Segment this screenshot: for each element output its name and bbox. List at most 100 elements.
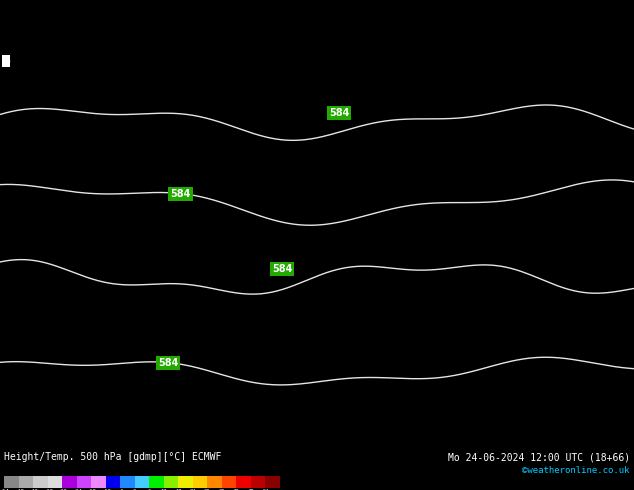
Text: 9: 9 [398,242,402,251]
Text: 9: 9 [396,270,401,279]
Text: 5: 5 [117,269,121,278]
Text: 9: 9 [547,250,551,259]
Text: 9: 9 [273,24,278,33]
Text: 9: 9 [299,128,304,137]
Text: 9: 9 [552,45,557,54]
Text: 9: 9 [299,290,303,299]
Text: 8: 8 [604,364,609,372]
Text: 8: 8 [384,54,388,63]
Text: 9: 9 [215,365,220,374]
Text: 9: 9 [443,82,448,91]
Text: 1: 1 [71,270,75,280]
Text: 4: 4 [176,355,181,364]
Text: 9: 9 [417,288,421,297]
Text: 9: 9 [623,271,628,280]
Text: 9: 9 [351,204,356,213]
Text: 4: 4 [181,92,186,100]
Text: 9: 9 [403,242,407,251]
Text: 1: 1 [124,195,128,204]
Text: 1: 1 [110,119,115,127]
Text: 1: 1 [124,213,129,222]
Text: 9: 9 [519,325,524,334]
Text: 5: 5 [7,270,11,278]
Text: 9: 9 [461,288,465,297]
Text: 9: 9 [586,392,590,400]
Text: 9: 9 [630,34,634,43]
Text: 9: 9 [598,412,603,421]
Text: 9: 9 [481,17,485,26]
Text: 18: 18 [175,489,181,490]
Text: 9: 9 [533,223,538,232]
Text: 1: 1 [214,100,219,109]
Text: 1: 1 [104,308,109,317]
Text: 9: 9 [598,185,604,194]
Text: 1: 1 [64,186,69,195]
Text: 9: 9 [396,222,401,231]
Text: 5: 5 [195,335,199,344]
Text: 8: 8 [631,382,634,391]
Text: 1: 1 [51,194,56,203]
Text: 9: 9 [456,92,460,101]
Text: 5: 5 [422,54,427,63]
Text: 9: 9 [169,147,174,156]
Text: 1: 1 [117,392,122,401]
Text: 1: 1 [164,309,168,318]
Text: 1: 1 [253,62,258,71]
Text: 0: 0 [339,346,343,355]
Text: 9: 9 [539,251,543,260]
Text: 9: 9 [560,327,564,336]
Text: 8: 8 [325,355,329,364]
Text: 9: 9 [403,26,407,35]
Text: 5: 5 [540,196,545,204]
Text: 1: 1 [19,241,23,250]
Text: 9: 9 [318,158,323,167]
Text: 4: 4 [176,119,181,128]
Text: 9: 9 [526,72,531,80]
Text: 0: 0 [448,251,453,260]
Text: 9: 9 [398,196,402,204]
Text: 0: 0 [46,318,51,327]
Text: 9: 9 [345,177,349,186]
Text: 5: 5 [196,100,200,109]
Text: 9: 9 [422,196,427,204]
Text: 9: 9 [520,157,525,166]
Text: 9: 9 [429,186,433,195]
Text: 9: 9 [371,167,375,175]
Text: 9: 9 [566,346,571,355]
Text: 0: 0 [526,317,531,326]
Text: 1: 1 [150,429,155,438]
Text: 1: 1 [149,120,154,128]
Text: 1: 1 [122,373,127,382]
Text: 8: 8 [547,232,552,241]
Text: 9: 9 [339,121,344,129]
Text: 1: 1 [138,262,142,270]
Text: 9: 9 [520,372,524,382]
Text: 9: 9 [403,373,408,382]
Text: 9: 9 [488,168,493,176]
Text: 9: 9 [559,205,564,214]
Text: 9: 9 [605,214,610,223]
Text: 1: 1 [252,345,257,354]
Text: 9: 9 [448,215,453,223]
Text: 9: 9 [169,223,174,232]
Text: 9: 9 [552,176,557,185]
Text: 9: 9 [618,260,623,269]
Text: 1: 1 [38,119,43,128]
Text: 5: 5 [38,83,42,92]
Text: 9: 9 [221,297,226,306]
Text: 1: 1 [39,298,43,307]
Text: 1: 1 [221,383,225,392]
Text: 9: 9 [370,364,375,373]
Text: 4: 4 [58,250,62,259]
Text: 1: 1 [12,439,16,447]
Text: 9: 9 [293,34,297,43]
Text: 9: 9 [469,411,473,420]
Text: 1: 1 [0,130,4,139]
Text: 1: 1 [254,175,259,184]
Text: 1: 1 [46,137,50,147]
Text: 1: 1 [254,5,259,14]
Text: 4: 4 [254,373,258,382]
Text: 9: 9 [337,261,342,270]
Text: 8: 8 [455,299,460,308]
Text: 1: 1 [20,223,25,233]
